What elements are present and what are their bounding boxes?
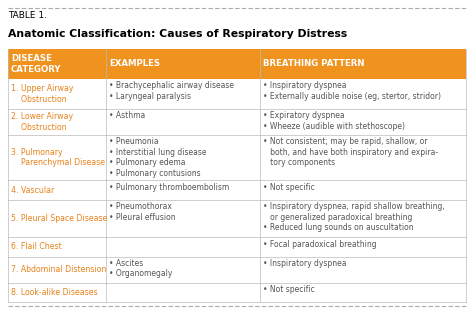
Text: DISEASE
CATEGORY: DISEASE CATEGORY bbox=[11, 54, 62, 74]
Bar bbox=[8, 200, 466, 237]
Text: • Inspiratory dyspnea: • Inspiratory dyspnea bbox=[263, 259, 346, 268]
Text: • Focal paradoxical breathing: • Focal paradoxical breathing bbox=[263, 240, 376, 249]
Text: 5. Pleural Space Disease: 5. Pleural Space Disease bbox=[11, 214, 108, 223]
Text: • Asthma: • Asthma bbox=[109, 111, 146, 120]
Text: • Not specific: • Not specific bbox=[263, 183, 315, 192]
Text: • Ascites
• Organomegaly: • Ascites • Organomegaly bbox=[109, 259, 173, 278]
Bar bbox=[8, 257, 466, 283]
Bar bbox=[8, 237, 466, 257]
Text: EXAMPLES: EXAMPLES bbox=[109, 59, 161, 69]
Text: • Expiratory dyspnea
• Wheeze (audible with stethoscope): • Expiratory dyspnea • Wheeze (audible w… bbox=[263, 111, 405, 131]
Text: • Inspiratory dyspnea, rapid shallow breathing,
   or generalized paradoxical br: • Inspiratory dyspnea, rapid shallow bre… bbox=[263, 202, 445, 232]
Text: • Not consistent; may be rapid, shallow, or
   both, and have both inspiratory a: • Not consistent; may be rapid, shallow,… bbox=[263, 137, 438, 167]
Text: 4. Vascular: 4. Vascular bbox=[11, 185, 54, 195]
Bar bbox=[8, 283, 466, 302]
Text: • Inspiratory dyspnea
• Externally audible noise (eg, stertor, stridor): • Inspiratory dyspnea • Externally audib… bbox=[263, 82, 441, 101]
Text: BREATHING PATTERN: BREATHING PATTERN bbox=[263, 59, 365, 69]
Text: 3. Pulmonary
    Parenchymal Disease: 3. Pulmonary Parenchymal Disease bbox=[11, 148, 105, 167]
Text: 1. Upper Airway
    Obstruction: 1. Upper Airway Obstruction bbox=[11, 84, 73, 104]
Text: 2. Lower Airway
    Obstruction: 2. Lower Airway Obstruction bbox=[11, 112, 73, 131]
Text: Anatomic Classification: Causes of Respiratory Distress: Anatomic Classification: Causes of Respi… bbox=[8, 29, 347, 39]
Text: • Brachycephalic airway disease
• Laryngeal paralysis: • Brachycephalic airway disease • Laryng… bbox=[109, 82, 235, 101]
Bar bbox=[8, 135, 466, 180]
Text: TABLE 1.: TABLE 1. bbox=[8, 11, 47, 20]
Text: • Pulmonary thromboembolism: • Pulmonary thromboembolism bbox=[109, 183, 230, 192]
Bar bbox=[8, 49, 466, 79]
Text: • Pneumothorax
• Pleural effusion: • Pneumothorax • Pleural effusion bbox=[109, 202, 176, 222]
Text: 8. Look-alike Diseases: 8. Look-alike Diseases bbox=[11, 288, 98, 297]
Text: • Not specific: • Not specific bbox=[263, 285, 315, 294]
Bar bbox=[8, 109, 466, 135]
Text: 6. Flail Chest: 6. Flail Chest bbox=[11, 242, 62, 252]
Bar bbox=[8, 180, 466, 200]
Text: 7. Abdominal Distension: 7. Abdominal Distension bbox=[11, 265, 106, 274]
Text: • Pneumonia
• Interstitial lung disease
• Pulmonary edema
• Pulmonary contusions: • Pneumonia • Interstitial lung disease … bbox=[109, 137, 207, 178]
Bar bbox=[8, 79, 466, 109]
